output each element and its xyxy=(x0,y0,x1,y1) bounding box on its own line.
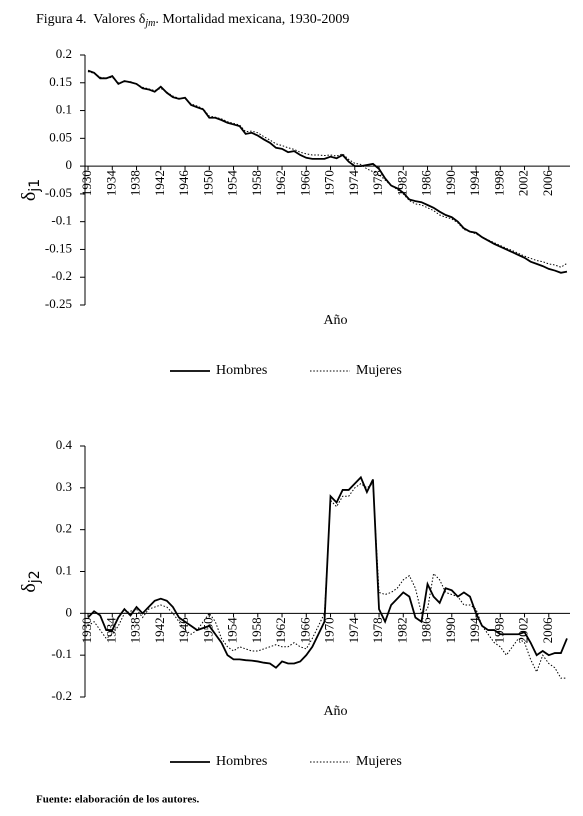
y-tick-label: -0.1 xyxy=(51,213,72,228)
x-tick-label: 1982 xyxy=(394,617,409,643)
x-tick-label: 1930 xyxy=(79,170,94,196)
x-tick-label: 1978 xyxy=(370,617,385,643)
y-label-symbol: δ xyxy=(18,192,40,201)
y-label-symbol: δ xyxy=(18,583,40,592)
y-tick-label: -0.25 xyxy=(45,296,72,311)
x-tick-label: 1994 xyxy=(467,170,482,197)
x-tick-label: 1986 xyxy=(419,170,434,197)
y-tick-label: 0.05 xyxy=(49,129,72,144)
x-tick-label: 1950 xyxy=(200,617,215,643)
y-tick-label: 0.1 xyxy=(56,102,72,117)
y-axis-label: δj2 xyxy=(18,570,43,592)
legend-label: Hombres xyxy=(216,363,267,378)
x-tick-label: 1930 xyxy=(79,617,94,643)
x-tick-label: 1978 xyxy=(370,170,385,196)
x-tick-label: 1970 xyxy=(322,617,337,643)
x-axis-label: Año xyxy=(323,704,347,719)
x-tick-label: 1986 xyxy=(419,617,434,644)
y-tick-label: 0 xyxy=(66,604,73,619)
y-tick-label: -0.2 xyxy=(51,688,72,703)
x-tick-label: 1954 xyxy=(225,617,240,644)
y-axis-label: δj1 xyxy=(18,179,43,201)
y-tick-label: -0.05 xyxy=(45,185,72,200)
y-tick-label: -0.1 xyxy=(51,646,72,661)
x-tick-label: 1958 xyxy=(249,170,264,196)
x-tick-label: 1950 xyxy=(200,170,215,196)
series-line xyxy=(87,71,568,268)
x-tick-label: 1974 xyxy=(346,617,361,644)
title-subscript: jm xyxy=(143,18,155,29)
x-tick-label: 1938 xyxy=(128,617,143,643)
x-tick-label: 2002 xyxy=(516,170,531,196)
source-note: Fuente: elaboración de los autores. xyxy=(36,794,200,806)
y-tick-label: 0.2 xyxy=(56,46,72,61)
y-tick-label: -0.15 xyxy=(45,240,72,255)
x-tick-label: 1942 xyxy=(152,617,167,643)
x-tick-label: 1966 xyxy=(297,617,312,644)
y-label-subscript: j1 xyxy=(27,179,43,193)
x-tick-label: 1998 xyxy=(491,170,506,196)
y-tick-label: 0.1 xyxy=(56,562,72,577)
x-tick-label: 1966 xyxy=(297,170,312,197)
legend-label: Mujeres xyxy=(356,363,402,378)
x-tick-label: 1942 xyxy=(152,170,167,196)
legend-label: Mujeres xyxy=(356,754,402,769)
title-rest: . Mortalidad mexicana, 1930-2009 xyxy=(155,12,349,27)
x-tick-label: 1990 xyxy=(443,170,458,196)
y-tick-label: 0.15 xyxy=(49,74,72,89)
series-line xyxy=(87,482,567,679)
x-tick-label: 2006 xyxy=(540,170,555,197)
x-tick-label: 1958 xyxy=(249,617,264,643)
x-tick-label: 1970 xyxy=(322,170,337,196)
y-tick-label: 0.2 xyxy=(56,521,72,536)
y-tick-label: -0.2 xyxy=(51,268,72,283)
y-tick-label: 0.3 xyxy=(56,479,72,494)
x-tick-label: 1934 xyxy=(103,170,118,197)
x-tick-label: 1954 xyxy=(225,170,240,197)
x-tick-label: 1974 xyxy=(346,170,361,197)
y-label-subscript: j2 xyxy=(27,570,43,584)
x-tick-label: 1994 xyxy=(467,617,482,644)
figure-title: Figura 4. Valores δjm. Mortalidad mexica… xyxy=(36,12,349,29)
legend-label: Hombres xyxy=(216,754,267,769)
x-axis-label: Año xyxy=(323,313,347,328)
y-tick-label: 0.4 xyxy=(56,437,73,452)
x-tick-label: 1938 xyxy=(128,170,143,196)
title-text: Figura 4. Valores δ xyxy=(36,12,146,27)
x-tick-label: 1962 xyxy=(273,617,288,643)
series-line xyxy=(87,69,568,274)
x-tick-label: 1946 xyxy=(176,170,191,197)
x-tick-label: 1998 xyxy=(491,617,506,643)
x-tick-label: 1990 xyxy=(443,617,458,643)
y-tick-label: 0 xyxy=(66,157,73,172)
x-tick-label: 1962 xyxy=(273,170,288,196)
x-tick-label: 2006 xyxy=(540,617,555,644)
